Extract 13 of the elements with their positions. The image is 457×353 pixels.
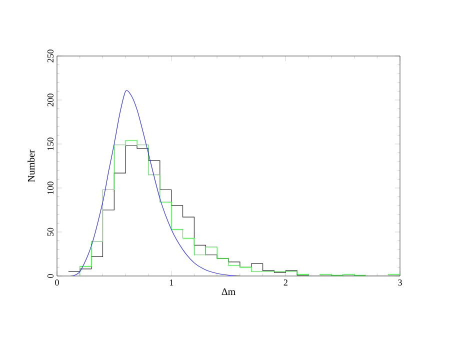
- x-tick-label: 2: [284, 280, 288, 286]
- x-axis-title: Δm: [222, 288, 236, 295]
- y-tick-label: 100: [47, 182, 54, 194]
- y-tick-label: 50: [47, 228, 54, 236]
- y-axis-title: Number: [28, 150, 35, 182]
- x-tick-label: 0: [55, 280, 59, 286]
- y-tick-label: 0: [47, 274, 54, 278]
- y-tick-label: 200: [47, 94, 54, 106]
- y-tick-label: 150: [47, 138, 54, 150]
- x-tick-label: 1: [170, 280, 174, 286]
- x-tick-label: 3: [398, 280, 402, 286]
- y-tick-label: 250: [47, 50, 54, 62]
- line-series: [70, 90, 240, 276]
